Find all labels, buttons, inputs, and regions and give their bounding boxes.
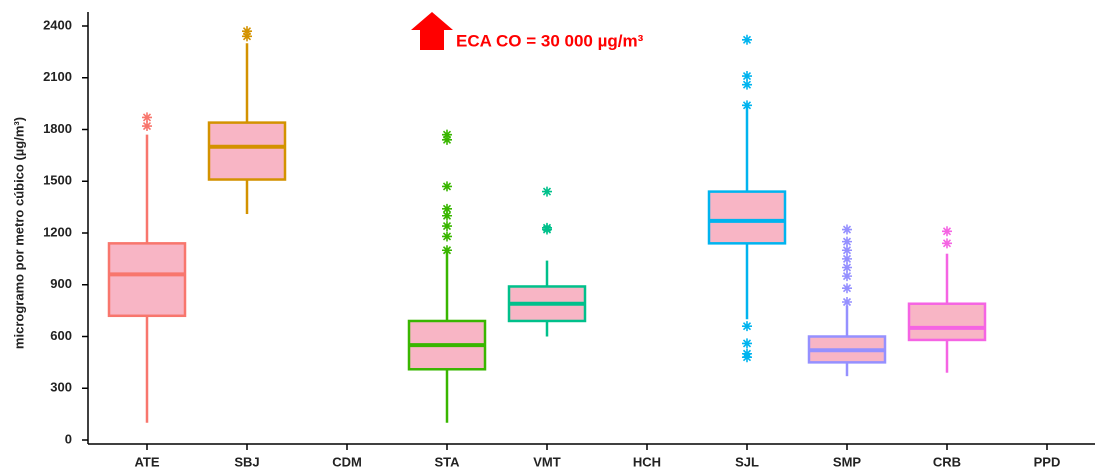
outlier-star (842, 283, 852, 294)
x-tick-label: SJL (735, 454, 759, 469)
outlier (442, 134, 452, 145)
annotation: ECA CO = 30 000 µg/m³ (456, 31, 644, 50)
outlier-star (242, 26, 252, 37)
outlier (242, 31, 252, 42)
outlier (442, 245, 452, 256)
x-tick-label: VMT (533, 454, 561, 469)
outlier (442, 231, 452, 242)
outlier-star (742, 338, 752, 349)
y-tick-label: 1800 (43, 121, 72, 136)
outlier-star (842, 262, 852, 273)
y-tick-label: 900 (50, 276, 72, 291)
outlier (442, 181, 452, 192)
outlier-star (842, 224, 852, 235)
box (107, 242, 187, 318)
outlier-star (542, 186, 552, 197)
outlier (442, 210, 452, 221)
outlier (842, 271, 852, 282)
y-axis-label: microgramo por metro cúbico (µg/m³) (11, 117, 26, 349)
x-tick-label: STA (434, 454, 460, 469)
outlier (842, 245, 852, 256)
outlier-star (442, 231, 452, 242)
outlier (242, 26, 252, 37)
outlier (842, 262, 852, 273)
x-tick-label: PPD (1034, 454, 1061, 469)
annotation-arrow (411, 12, 453, 50)
outlier (142, 112, 152, 123)
outlier-star (442, 203, 452, 214)
outlier (942, 226, 952, 237)
outlier-star (442, 210, 452, 221)
outlier-star (742, 321, 752, 332)
outlier (742, 71, 752, 82)
outlier (842, 283, 852, 294)
outlier (442, 129, 452, 140)
outlier-star (842, 245, 852, 256)
x-tick-label: CDM (332, 454, 362, 469)
outlier (742, 321, 752, 332)
outlier (142, 121, 152, 132)
outlier (742, 100, 752, 111)
outlier-star (742, 71, 752, 82)
y-tick-label: 300 (50, 380, 72, 395)
outlier-star (442, 129, 452, 140)
outlier-star (442, 181, 452, 192)
outlier-star (942, 226, 952, 237)
y-tick-label: 1200 (43, 224, 72, 239)
outlier (742, 79, 752, 90)
outlier (842, 236, 852, 247)
outlier (742, 34, 752, 45)
outlier-star (842, 271, 852, 282)
outlier (542, 186, 552, 197)
x-tick-label: CRB (933, 454, 961, 469)
y-tick-label: 2100 (43, 69, 72, 84)
outlier (542, 222, 552, 233)
outlier-star (842, 297, 852, 307)
outlier-star (442, 221, 452, 232)
outlier-star (142, 112, 152, 123)
outlier (742, 338, 752, 349)
outlier (842, 224, 852, 235)
outlier-star (442, 134, 452, 145)
x-tick-label: HCH (633, 454, 661, 469)
outlier-star (742, 348, 752, 359)
box (707, 190, 787, 245)
outlier-star (842, 253, 852, 264)
x-tick-label: ATE (134, 454, 159, 469)
outlier (842, 253, 852, 264)
outlier-star (942, 238, 952, 249)
outlier (442, 203, 452, 214)
y-tick-label: 0 (65, 431, 72, 446)
box (207, 121, 287, 181)
outlier-star (542, 222, 552, 233)
outlier (842, 297, 852, 307)
outlier (942, 238, 952, 249)
outlier-star (742, 34, 752, 45)
y-tick-label: 1500 (43, 173, 72, 188)
outlier-star (842, 236, 852, 247)
outlier (742, 348, 752, 359)
outlier-star (742, 79, 752, 90)
y-tick-label: 600 (50, 328, 72, 343)
y-tick-label: 2400 (43, 17, 72, 32)
outlier-star (442, 245, 452, 256)
x-tick-label: SBJ (234, 454, 259, 469)
x-tick-label: SMP (833, 454, 862, 469)
outlier-star (142, 121, 152, 132)
outlier-star (242, 31, 252, 42)
outlier (442, 221, 452, 232)
outlier-star (742, 100, 752, 111)
box (907, 302, 987, 342)
